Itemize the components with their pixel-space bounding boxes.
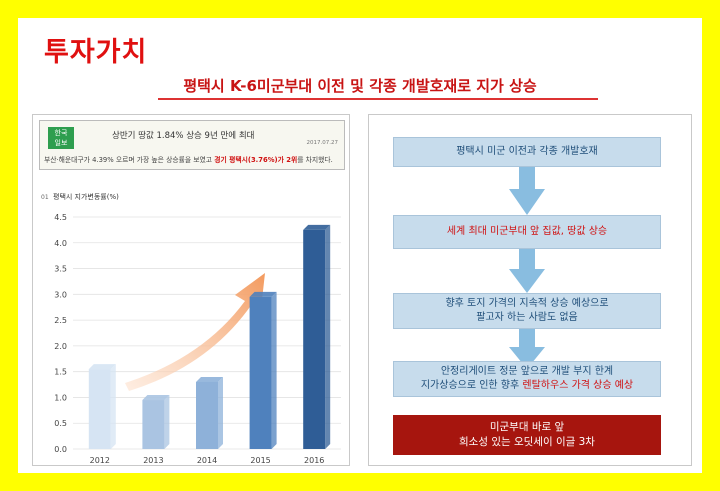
flow-step-4-line2-plain: 지가상승으로 인한 향후 — [420, 380, 523, 391]
y-tick-label: 3.0 — [54, 290, 67, 299]
subtitle-underline — [158, 98, 598, 100]
bar-side — [271, 291, 277, 449]
x-tick-label: 2015 — [250, 456, 270, 465]
x-tick-label: 2016 — [304, 456, 324, 465]
flow-step-2: 세계 최대 미군부대 앞 집값, 땅값 상승 — [393, 215, 661, 249]
bar-side — [218, 376, 223, 449]
flow-step-4-line1: 안정리게이트 정문 앞으로 개발 부지 한계 — [440, 366, 614, 377]
flow-step-2-text: 세계 최대 미군부대 앞 집값, 땅값 상승 — [446, 226, 608, 237]
down-arrow-icon — [509, 329, 545, 369]
news-date: 2017.07.27 — [306, 140, 339, 146]
flow-step-3: 향후 토지 가격의 지속적 상승 예상으로 팔고자 하는 사람도 없음 — [393, 293, 661, 329]
bar — [88, 369, 111, 449]
flow-step-3-line1: 향후 토지 가격의 지속적 상승 예상으로 — [445, 298, 609, 309]
bar-top — [196, 376, 223, 382]
flow-step-1: 평택시 미군 이전과 각종 개발호재 — [393, 137, 661, 167]
conclusion-line2: 희소성 있는 오딧세이 이글 3차 — [459, 436, 595, 448]
down-arrow-icon — [509, 167, 545, 215]
news-chart-panel: 한국 일보 상반기 땅값 1.84% 상승 9년 만에 최대 2017.07.2… — [32, 114, 350, 466]
x-tick-label: 2013 — [143, 456, 163, 465]
flow-panel: 평택시 미군 이전과 각종 개발호재 세계 최대 미군부대 앞 집값, 땅값 상… — [368, 114, 692, 466]
news-body-tail: 를 차지했다. — [297, 156, 333, 164]
chart-index: 01 — [41, 194, 49, 201]
bar-top — [249, 291, 277, 297]
y-tick-label: 4.5 — [54, 213, 67, 222]
page-title: 투자가치 — [44, 37, 148, 68]
flow-step-3-line2: 팔고자 하는 사람도 없음 — [476, 312, 578, 323]
subtitle: 평택시 K-6미군부대 이전 및 각종 개발호재로 지가 상승 — [183, 77, 537, 95]
bar-top — [303, 224, 331, 230]
flow-step-1-text: 평택시 미군 이전과 각종 개발호재 — [456, 146, 598, 157]
y-tick-label: 0.0 — [54, 445, 67, 454]
conclusion-line1: 미군부대 바로 앞 — [489, 421, 565, 433]
slide-canvas: 투자가치 평택시 K-6미군부대 이전 및 각종 개발호재로 지가 상승 한국 … — [18, 18, 702, 473]
x-tick-label: 2014 — [197, 456, 217, 465]
news-clipping: 한국 일보 상반기 땅값 1.84% 상승 9년 만에 최대 2017.07.2… — [39, 120, 345, 170]
logo-line2: 일보 — [54, 139, 68, 147]
bar-top — [142, 395, 170, 401]
x-tick-label: 2012 — [90, 456, 110, 465]
y-tick-label: 2.0 — [54, 342, 67, 351]
logo-line1: 한국 — [54, 129, 68, 137]
bar — [196, 381, 218, 449]
flow-step-4: 안정리게이트 정문 앞으로 개발 부지 한계 지가상승으로 인한 향후 렌탈하우… — [393, 361, 661, 397]
flow-step-4-line2-highlight: 렌탈하우스 가격 상승 예상 — [522, 380, 634, 391]
bar-top — [88, 364, 116, 370]
bar-side — [110, 364, 116, 449]
bar-side — [164, 395, 170, 449]
conclusion-box: 미군부대 바로 앞 희소성 있는 오딧세이 이글 3차 — [393, 415, 661, 455]
news-body-plain: 부산·해운대구가 4.39% 오르며 가장 높은 상승률을 보였고 — [44, 156, 215, 164]
bar — [249, 296, 272, 449]
chart-title: 평택시 지가변동률(%) — [53, 192, 119, 201]
land-price-chart: 01 평택시 지가변동률(%) 0.0 0.5 1.0 1.5 2.0 2.5 3.0 3.5… — [41, 192, 341, 465]
bar — [142, 400, 165, 449]
y-tick-label: 4.0 — [54, 239, 67, 248]
trend-arrow-icon — [125, 273, 265, 391]
flow-step-4-line2: 지가상승으로 인한 향후 렌탈하우스 가격 상승 예상 — [421, 379, 633, 393]
bar — [303, 229, 326, 449]
y-tick-label: 1.0 — [54, 393, 67, 402]
news-headline: 상반기 땅값 1.84% 상승 9년 만에 최대 — [112, 131, 255, 141]
bar-side — [325, 224, 331, 449]
y-tick-label: 3.5 — [54, 265, 67, 274]
y-tick-label: 1.5 — [54, 368, 67, 377]
y-tick-label: 0.5 — [54, 419, 67, 428]
newspaper-logo: 한국 일보 — [48, 127, 74, 149]
down-arrow-icon — [509, 249, 545, 293]
y-tick-label: 2.5 — [54, 316, 67, 325]
news-body-highlight: 경기 평택시(3.76%)가 2위 — [214, 156, 298, 164]
news-body: 부산·해운대구가 4.39% 오르며 가장 높은 상승률을 보였고 경기 평택시… — [44, 154, 344, 164]
